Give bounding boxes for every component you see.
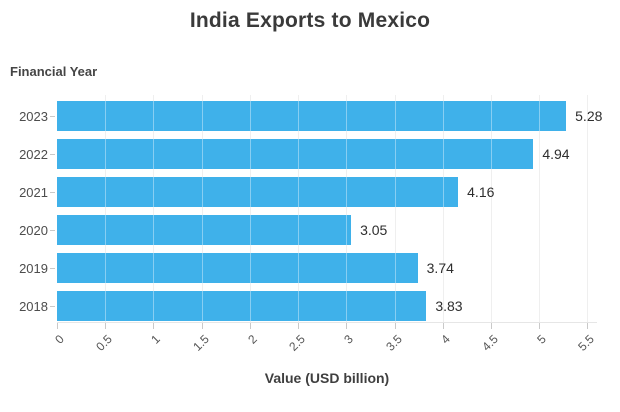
value-label: 4.94 (542, 146, 570, 162)
x-tick-label: 5.5 (575, 332, 598, 354)
gridline (249, 95, 251, 322)
gridline-overlay (490, 95, 492, 322)
x-axis-title: Value (USD billion) (264, 370, 390, 386)
gridline-overlay (249, 95, 251, 322)
gridline-overlay (105, 95, 107, 322)
y-tick-label: 2018 (19, 298, 48, 314)
value-label: 3.83 (435, 298, 463, 314)
gridline-overlay (153, 95, 155, 322)
gridline (394, 95, 396, 322)
value-label: 5.28 (575, 108, 603, 124)
gridline (346, 95, 348, 322)
y-tick-label: 2023 (19, 108, 48, 124)
bar (57, 139, 534, 169)
x-tick-label: 1 (148, 332, 164, 347)
y-tick-mark (50, 154, 55, 155)
x-tick-mark (249, 323, 251, 329)
gridline-overlay (587, 95, 589, 322)
bar (57, 101, 567, 131)
gridline (539, 95, 541, 322)
y-tick-label: 2021 (19, 184, 48, 200)
gridline (201, 95, 203, 322)
x-tick-mark (346, 323, 348, 329)
gridline-overlay (442, 95, 444, 322)
y-tick-mark (50, 192, 55, 193)
y-tick-mark (50, 306, 55, 307)
y-tick-label: 2019 (19, 260, 48, 276)
gridline (442, 95, 444, 322)
bar (57, 253, 418, 283)
y-tick-label: 2022 (19, 146, 48, 162)
gridline (105, 95, 107, 322)
y-tick-mark (50, 116, 55, 117)
x-tick-mark (153, 323, 155, 329)
y-tick-label: 2020 (19, 222, 48, 238)
y-tick-mark (50, 268, 55, 269)
gridline-overlay (346, 95, 348, 322)
x-tick-label: 2.5 (286, 332, 308, 354)
plot-area: 0 0.5 1 1.5 2 2.5 3 3.5 4 4.5 5 5.5 2023 5.28 2022 4.94… (19, 95, 602, 354)
x-tick-mark (539, 323, 541, 329)
gridline-overlay (394, 95, 396, 322)
x-tick-mark (201, 323, 203, 329)
x-tick-mark (105, 323, 107, 329)
bar (57, 177, 459, 207)
x-tick-mark (490, 323, 492, 329)
x-tick-mark (298, 323, 300, 329)
x-tick-label: 3 (341, 332, 357, 347)
gridline (153, 95, 155, 322)
x-tick-label: 1.5 (189, 332, 212, 354)
x-tick-label: 4 (437, 332, 453, 347)
x-tick-label: 0 (52, 332, 67, 347)
y-axis-title: Financial Year (10, 64, 98, 79)
gridline-overlay (298, 95, 300, 322)
value-label: 3.74 (426, 260, 454, 276)
x-tick-mark (587, 323, 589, 329)
x-tick-label: 0.5 (93, 332, 116, 354)
x-tick-mark (394, 323, 396, 329)
bar (57, 291, 427, 321)
gridline (587, 95, 589, 322)
gridline-overlay (201, 95, 203, 322)
x-tick-label: 3.5 (382, 332, 405, 354)
chart-title: India Exports to Mexico (189, 9, 431, 32)
bar (57, 215, 352, 245)
value-label: 4.16 (467, 184, 495, 200)
x-tick-label: 4.5 (479, 332, 501, 354)
x-tick-label: 2 (245, 332, 260, 347)
gridline (490, 95, 492, 322)
x-tick-label: 5 (534, 332, 550, 347)
x-tick-mark (442, 323, 444, 329)
gridline (298, 95, 300, 322)
y-tick-mark (50, 230, 55, 231)
x-tick-mark (57, 323, 58, 329)
gridline-overlay (539, 95, 541, 322)
value-label: 3.05 (360, 222, 388, 238)
